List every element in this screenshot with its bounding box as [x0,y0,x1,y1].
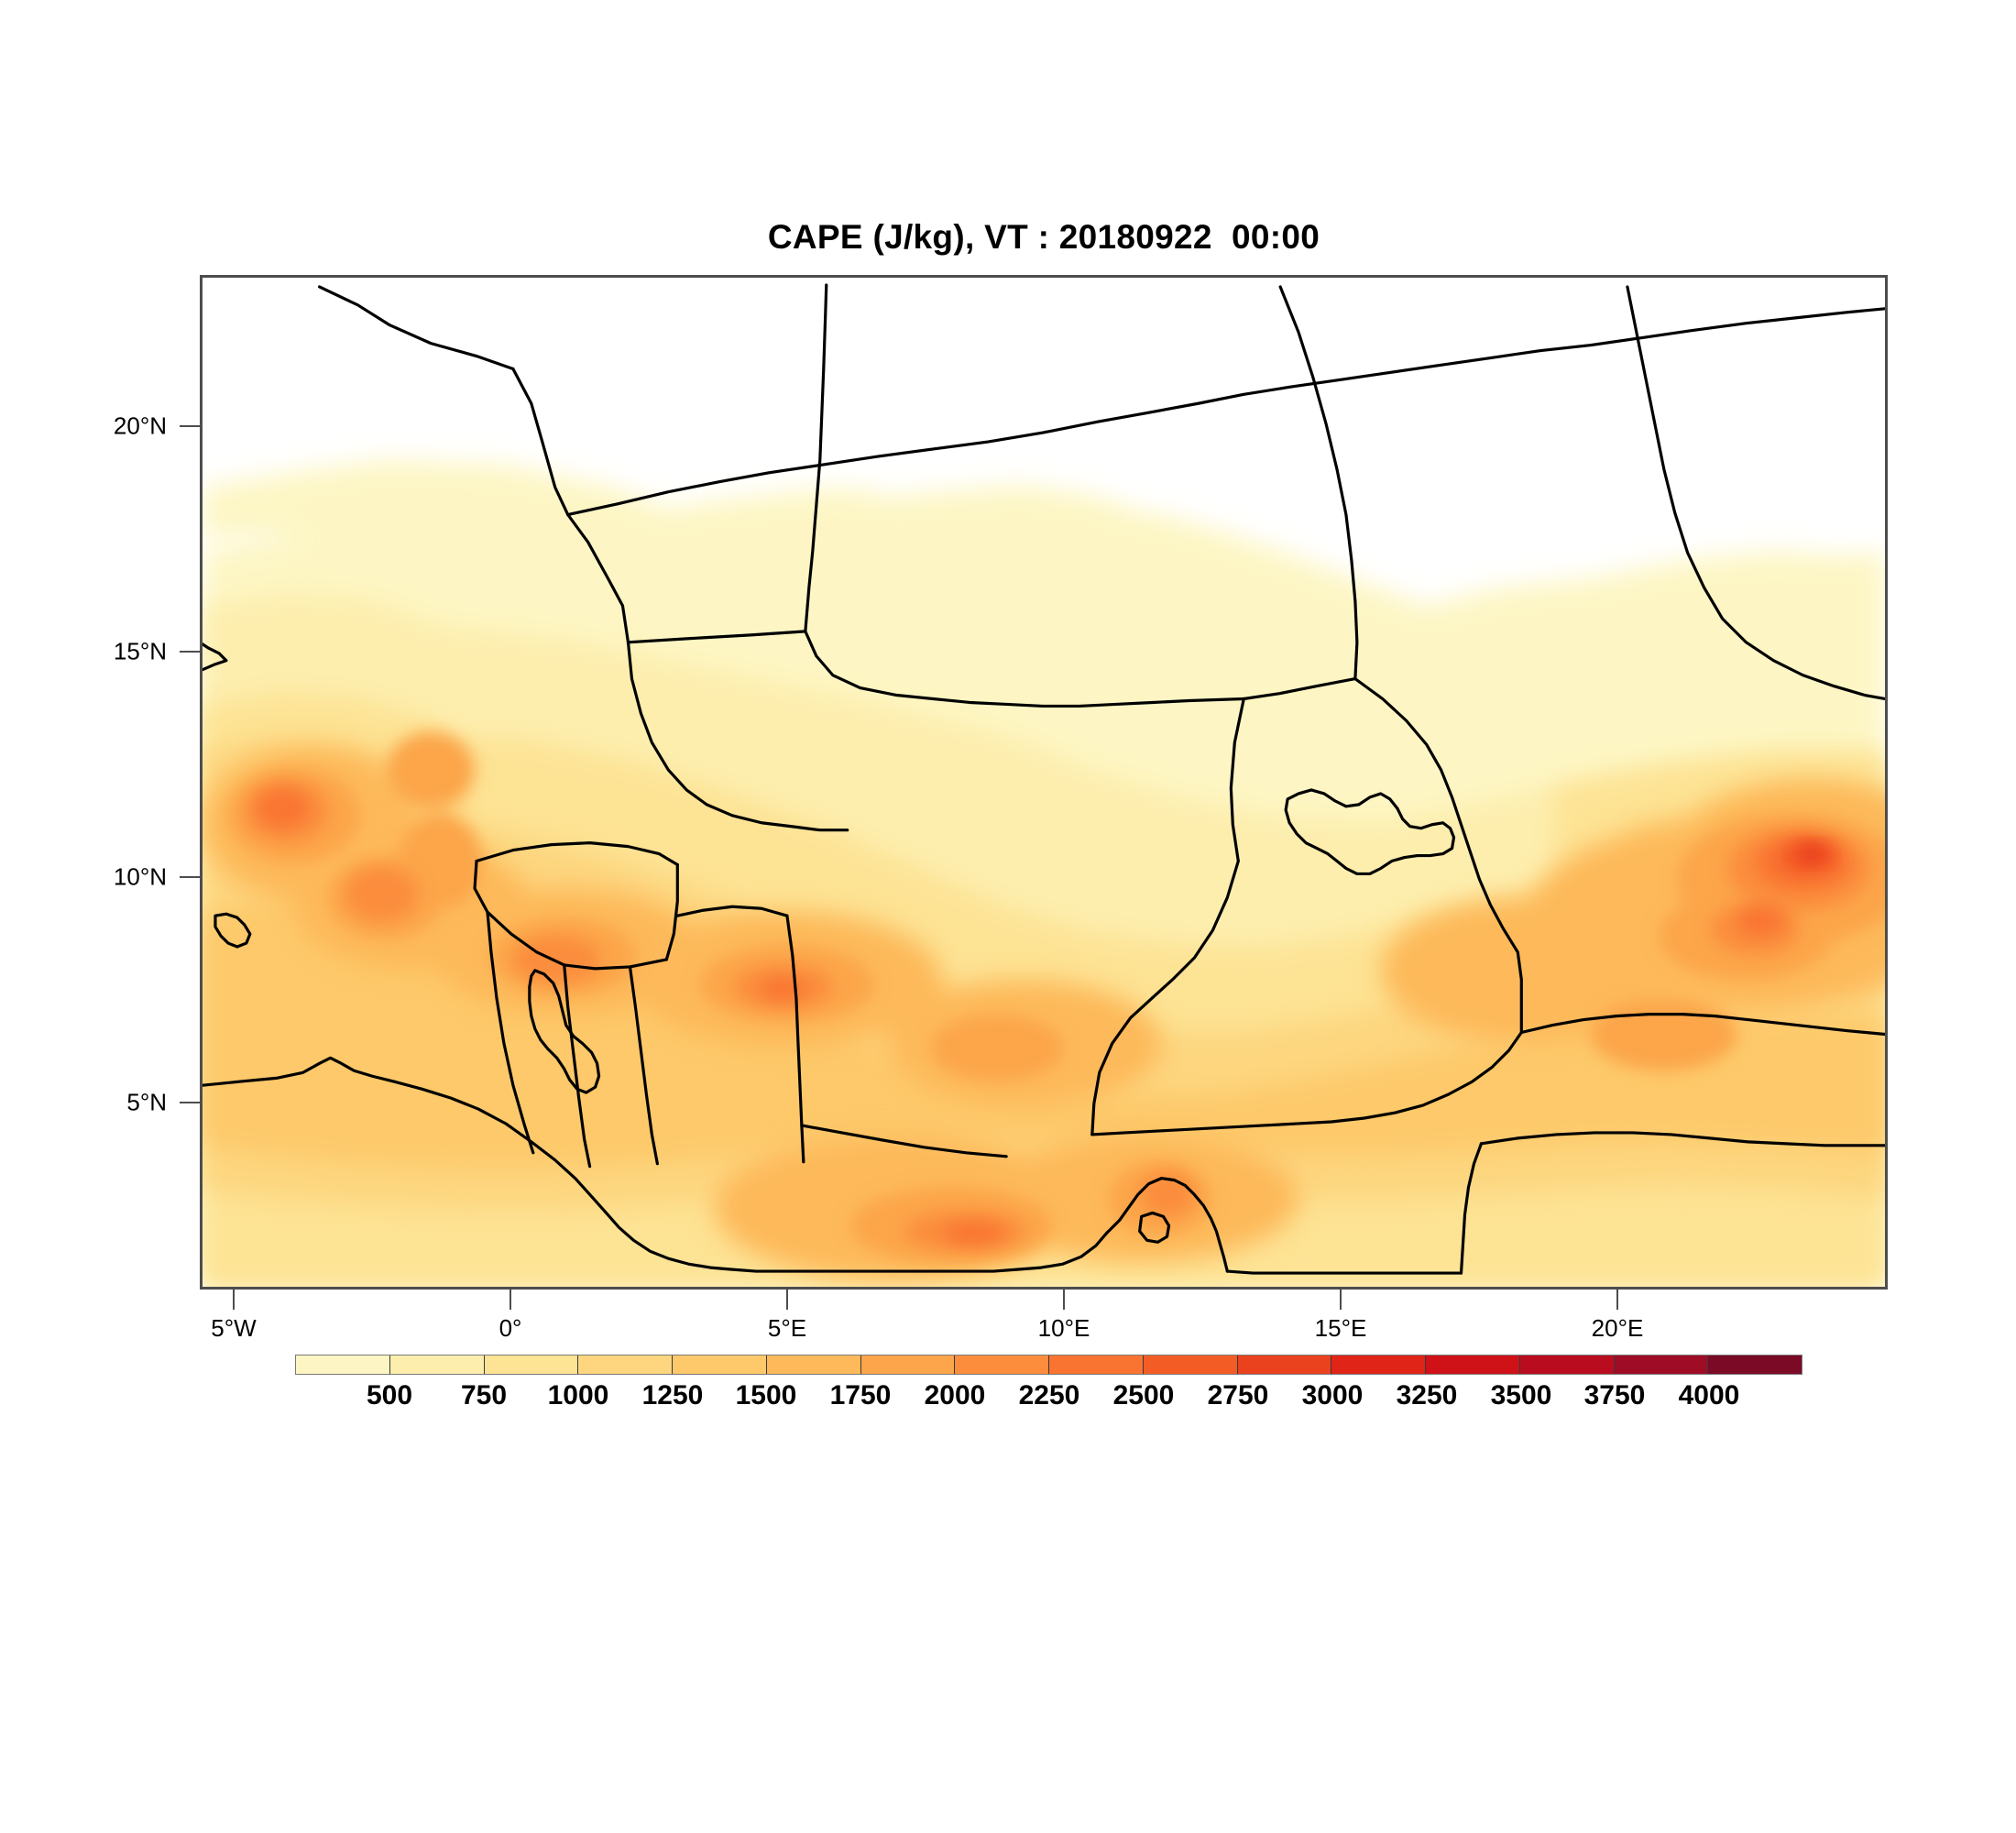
colorbar-segment [766,1356,861,1374]
xtick-mark [1063,1290,1065,1310]
colorbar-segment [389,1356,485,1374]
colorbar-tick-label: 500 [366,1380,413,1410]
xtick-label-5w: 5°W [211,1314,257,1342]
xtick-label-5e: 5°E [767,1314,807,1342]
cape-contour-field [203,278,1885,1287]
colorbar-tick-label: 3250 [1396,1380,1458,1410]
colorbar-segment [1237,1356,1332,1374]
xtick-mark [1340,1290,1342,1310]
colorbar-tick-label: 1750 [829,1380,892,1410]
colorbar-tick-label: 1500 [735,1380,797,1410]
ytick-mark [180,651,200,653]
country-borders [203,283,1885,1275]
colorbar-segment [1331,1356,1426,1374]
xtick-label-10e: 10°E [1037,1314,1090,1342]
colorbar-tick-label: 2000 [924,1380,986,1410]
colorbar-segment [296,1356,390,1374]
colorbar-segment [1426,1356,1520,1374]
colorbar-tick-label: 3500 [1490,1380,1552,1410]
ytick-mark [180,876,200,878]
colorbar-tick-label: 4000 [1678,1380,1740,1410]
colorbar-tick-label: 3750 [1583,1380,1646,1410]
colorbar-segment [955,1356,1049,1374]
colorbar-segment [484,1356,579,1374]
ytick-label-10n: 10°N [113,862,167,891]
colorbar-tick-label: 2750 [1207,1380,1269,1410]
page-title: CAPE (J/kg), VT : 20180922 00:00 [767,218,1320,256]
map-plot-area[interactable] [200,275,1888,1290]
colorbar-segment [860,1356,956,1374]
xtick-label-20e: 20°E [1591,1314,1644,1342]
xtick-mark [233,1290,235,1310]
colorbar-tick-label: 2500 [1112,1380,1175,1410]
colorbar-tick-label: 1000 [547,1380,609,1410]
colorbar-tick-label: 750 [460,1380,508,1410]
colorbar[interactable] [295,1355,1802,1375]
colorbar-segment [1519,1356,1615,1374]
xtick-label-0: 0° [499,1314,522,1342]
xtick-mark [1616,1290,1618,1310]
ytick-mark [180,425,200,427]
xtick-label-15e: 15°E [1314,1314,1367,1342]
colorbar-segment [673,1356,767,1374]
colorbar-segment [1614,1356,1709,1374]
map-clip [203,278,1885,1287]
colorbar-segment [1708,1356,1802,1374]
colorbar-tick-label: 2250 [1018,1380,1080,1410]
colorbar-segment [578,1356,673,1374]
ytick-label-20n: 20°N [113,412,167,440]
xtick-mark [509,1290,511,1310]
colorbar-tick-label: 1250 [641,1380,704,1410]
colorbar-segment [1143,1356,1238,1374]
ytick-label-15n: 15°N [113,637,167,665]
colorbar-segment [1049,1356,1144,1374]
xtick-mark [786,1290,788,1310]
ytick-mark [180,1102,200,1103]
colorbar-tick-label: 3000 [1301,1380,1364,1410]
ytick-label-5n: 5°N [126,1088,167,1116]
